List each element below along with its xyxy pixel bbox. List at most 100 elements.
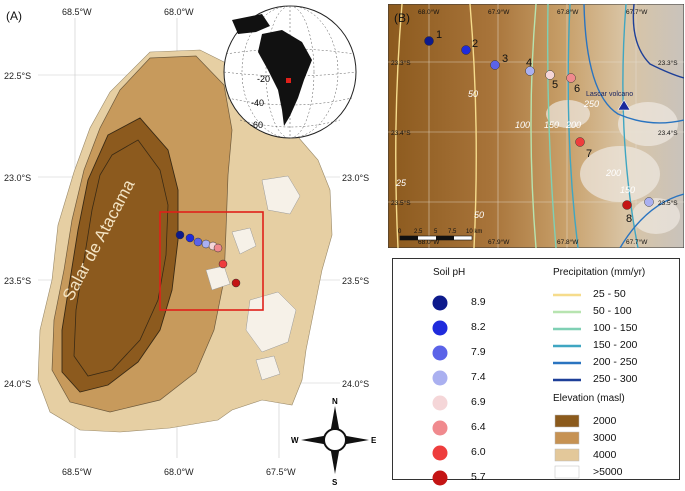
elev-symbols <box>554 414 580 479</box>
ph-label-7: 5.7 <box>471 471 486 483</box>
precip-label-4: 200 - 250 <box>593 356 638 368</box>
site-label-4: 4 <box>526 57 532 69</box>
elev-symbol-3 <box>554 465 580 479</box>
lon-bottom-68-0: 68.0°W <box>164 467 194 477</box>
site-label-5: 5 <box>552 79 558 91</box>
volcano-label: Lascar volcano <box>586 91 633 98</box>
lat-left-23-0: 23.0°S <box>4 173 31 183</box>
contour-label-50-b: 50 <box>474 210 484 220</box>
site-dot-a-8 <box>231 278 241 288</box>
lon-bottom-67-5: 67.5°W <box>266 467 296 477</box>
precip-symbols <box>553 293 581 382</box>
contour-label-150-b: 150 <box>620 185 635 195</box>
ph-symbols <box>432 295 448 486</box>
precip-label-1: 50 - 100 <box>593 305 632 317</box>
site-label-2: 2 <box>472 38 478 50</box>
contour-label-100: 100 <box>515 120 530 130</box>
ph-symbol-4 <box>432 395 448 411</box>
lat-left-22-5: 22.5°S <box>4 71 31 81</box>
scale-label-0: 0 <box>398 229 402 235</box>
site-dot-b-2 <box>461 45 471 55</box>
lat-right-24-0: 24.0°S <box>342 379 369 389</box>
ph-symbol-0 <box>432 295 448 311</box>
contour-label-150-a: 150 <box>544 120 559 130</box>
b-lat-right-1: 23.4°S <box>658 129 678 137</box>
lat-right-23-0: 23.0°S <box>342 173 369 183</box>
site-dot-b-1 <box>424 36 434 46</box>
scale-label-10km: 10 km <box>466 229 482 235</box>
elev-symbol-0 <box>554 414 580 428</box>
elev-label-1: 3000 <box>593 432 617 444</box>
globe-location-marker <box>286 78 291 83</box>
panel-a-label: (A) <box>6 9 22 23</box>
globe-inset: -20 -40 -60 <box>223 5 357 139</box>
contour-label-250: 250 <box>583 99 599 109</box>
lat-right-23-5: 23.5°S <box>342 276 369 286</box>
ph-label-4: 6.9 <box>471 396 486 408</box>
sites-overview <box>175 230 241 288</box>
overview-map: -20 -40 -60 Salar de Atacama (A) 68.5°W … <box>4 5 377 487</box>
globe-lat-label-60: -60 <box>250 120 263 130</box>
south-america-shape <box>258 30 312 126</box>
elev-label-2: 4000 <box>593 449 617 461</box>
sites-detail: 1 2 3 4 5 6 7 8 <box>424 29 654 225</box>
site-dot-b-6 <box>566 73 576 83</box>
site-dot-b-extra <box>644 197 654 207</box>
site-label-7: 7 <box>586 148 592 160</box>
lat-left-23-5: 23.5°S <box>4 276 31 286</box>
site-dot-b-7 <box>575 137 585 147</box>
ph-symbol-2 <box>432 345 448 361</box>
globe-lat-label-20: -20 <box>257 74 270 84</box>
compass-w: W <box>291 436 299 445</box>
ph-legend-title: Soil pH <box>433 267 466 278</box>
site-dot-b-5 <box>545 70 555 80</box>
b-lon-bottom-1: 67.9°W <box>488 238 510 246</box>
ph-label-2: 7.9 <box>471 346 486 358</box>
site-dot-a-3 <box>193 237 203 247</box>
ph-label-5: 6.4 <box>471 421 486 433</box>
elev-symbol-2 <box>554 448 580 462</box>
precip-label-5: 250 - 300 <box>593 373 638 385</box>
ph-symbol-7 <box>432 470 448 486</box>
contour-label-200-b: 200 <box>605 168 621 178</box>
study-area-box <box>159 211 264 311</box>
globe-lat-label-40: -40 <box>251 98 264 108</box>
site-label-8: 8 <box>626 213 632 225</box>
ph-label-3: 7.4 <box>471 371 486 383</box>
site-dot-a-7 <box>218 259 228 269</box>
compass-s: S <box>332 478 338 487</box>
lat-left-24-0: 24.0°S <box>4 379 31 389</box>
ph-label-0: 8.9 <box>471 296 486 308</box>
precip-legend-title: Precipitation (mm/yr) <box>553 267 646 278</box>
precip-label-0: 25 - 50 <box>593 288 626 300</box>
site-label-1: 1 <box>436 29 442 41</box>
map-legend: Soil pH 8.9 8.2 7.9 7.4 6.9 6.4 6.0 5.7 Precipi… <box>392 258 680 486</box>
site-dot-a-6 <box>213 243 223 253</box>
ph-symbol-3 <box>432 370 448 386</box>
elev-label-3: >5000 <box>593 466 623 478</box>
site-dot-b-4 <box>525 66 535 76</box>
b-lat-left-2: 23.5°S <box>391 199 411 207</box>
elev-symbol-1 <box>554 431 580 445</box>
scale-label-7-5: 7.5 <box>448 229 457 235</box>
b-lat-left-0: 23.3°S <box>391 59 411 67</box>
site-dot-a-2 <box>185 233 195 243</box>
site-dot-b-3 <box>490 60 500 70</box>
b-lat-right-0: 23.3°S <box>658 59 678 67</box>
b-lon-top-2: 67.8°W <box>557 8 579 16</box>
scale-label-5: 5 <box>434 229 438 235</box>
b-lon-top-0: 68.0°W <box>418 8 440 16</box>
elev-legend-title: Elevation (masl) <box>553 393 625 404</box>
site-dot-b-8 <box>622 200 632 210</box>
scale-label-2-5: 2.5 <box>414 229 423 235</box>
ph-label-6: 6.0 <box>471 446 486 458</box>
contour-label-25: 25 <box>395 178 407 188</box>
precip-contours <box>395 4 684 248</box>
detail-map: 50 100 150 200 250 25 50 200 150 68.0°W … <box>388 4 684 248</box>
site-dot-a-4 <box>201 239 211 249</box>
lon-top-68-0: 68.0°W <box>164 7 194 17</box>
contour-label-50-a: 50 <box>468 89 478 99</box>
north-america-shape <box>232 14 270 34</box>
site-dot-a-1 <box>175 230 185 240</box>
ph-label-1: 8.2 <box>471 321 486 333</box>
